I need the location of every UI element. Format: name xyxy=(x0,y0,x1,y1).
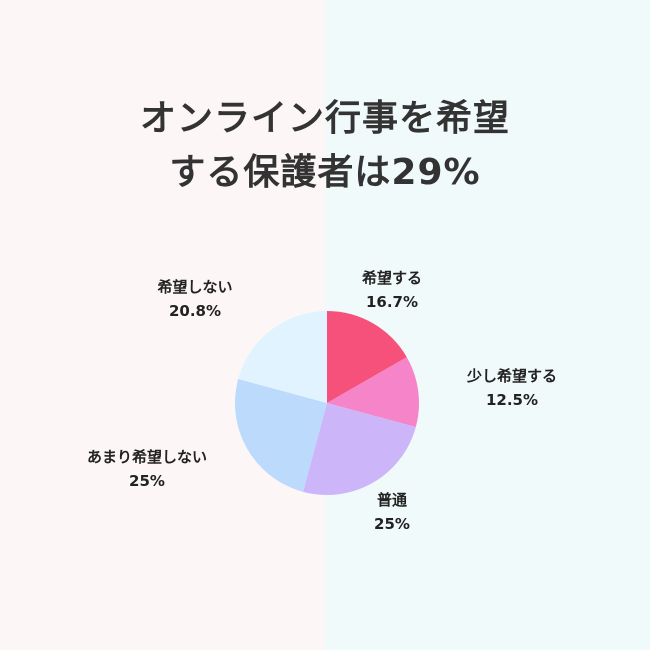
slice-value-label-5: 20.8% xyxy=(169,302,221,320)
pie-slice-4 xyxy=(235,379,327,492)
slice-value-label-3: 25% xyxy=(374,515,410,533)
slice-label-2: 少し希望する xyxy=(466,367,557,385)
title-line-1: オンライン行事を希望 xyxy=(139,98,510,139)
slice-label-1: 希望する xyxy=(362,269,422,287)
pie-slice-5 xyxy=(238,311,327,403)
slice-label-5: 希望しない xyxy=(157,278,232,296)
slice-label-4: あまり希望しない xyxy=(87,448,207,466)
slice-value-label-4: 25% xyxy=(129,472,165,490)
slice-label-3: 普通 xyxy=(377,491,407,509)
pie-slice-1 xyxy=(327,311,407,403)
pie-slice-3 xyxy=(303,403,416,495)
pie-slice-2 xyxy=(327,357,420,427)
slice-value-label-2: 12.5% xyxy=(486,391,538,409)
title-line-2: する保護者は29% xyxy=(169,152,481,193)
chart-title: オンライン行事を希望 する保護者は29% xyxy=(0,92,650,200)
slice-value-label-1: 16.7% xyxy=(366,293,418,311)
background-left xyxy=(0,0,325,650)
background-right xyxy=(325,0,650,650)
